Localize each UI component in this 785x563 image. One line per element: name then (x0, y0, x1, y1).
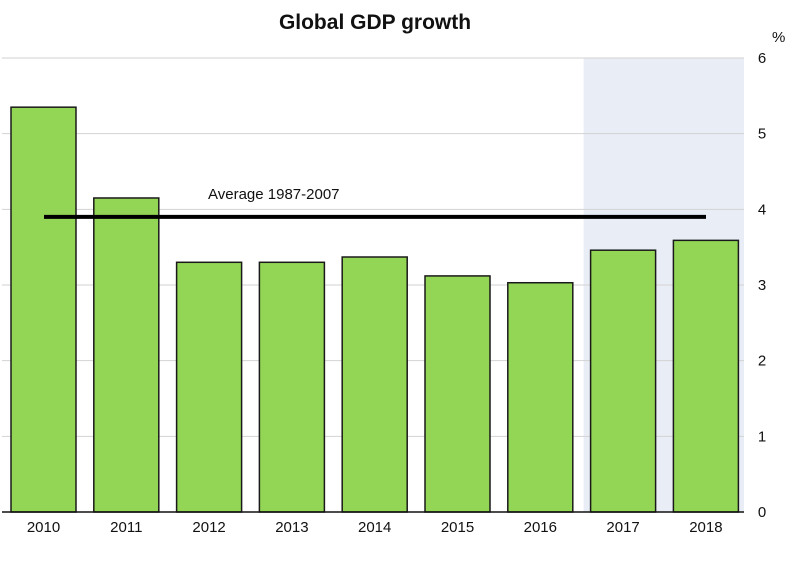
y-tick-label: 1 (758, 428, 766, 445)
reference-line-label: Average 1987-2007 (208, 186, 340, 203)
bar-2017 (589, 249, 657, 513)
bar-2011 (93, 197, 160, 513)
bar-2016 (507, 281, 574, 513)
x-tick-label: 2018 (689, 519, 722, 536)
x-tick-label: 2016 (524, 519, 557, 536)
y-tick-label: 5 (758, 126, 766, 143)
y-tick-label: 4 (758, 201, 766, 218)
y-tick-label: 2 (758, 353, 766, 370)
bar-2010 (10, 106, 77, 513)
bar-2013 (258, 261, 326, 513)
x-tick-label: 2015 (441, 519, 474, 536)
x-tick-label: 2012 (192, 519, 225, 536)
y-tick-label: 3 (758, 277, 766, 294)
y-tick-label: 0 (758, 504, 766, 521)
bar-2014 (341, 256, 408, 513)
bars (10, 106, 740, 513)
y-tick-labels: 0 1 2 3 4 5 6 (758, 50, 766, 521)
chart-title: Global GDP growth (279, 11, 471, 34)
x-tick-label: 2011 (110, 519, 142, 536)
x-tick-label: 2013 (275, 519, 308, 536)
x-tick-label: 2017 (606, 519, 639, 536)
bar-2012 (175, 261, 243, 513)
x-tick-label: 2014 (358, 519, 391, 536)
y-unit-label: % (772, 29, 785, 46)
x-tick-labels: 2010 2011 2012 2013 2014 2015 2016 2017 2018 (27, 519, 723, 536)
bar-2015 (424, 275, 491, 513)
bar-2018 (672, 239, 740, 513)
y-tick-label: 6 (758, 50, 766, 67)
x-tick-label: 2010 (27, 519, 60, 536)
